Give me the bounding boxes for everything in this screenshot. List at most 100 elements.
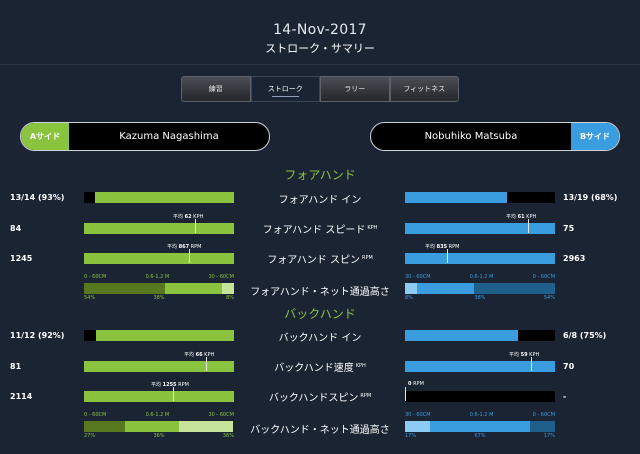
- forehand-speed-b-value: 75: [563, 224, 575, 233]
- net-height-segment: [430, 421, 530, 432]
- tab-rally[interactable]: ラリー: [320, 76, 390, 102]
- forehand-spin-label: フォアハンド スピン RPM: [267, 254, 373, 266]
- tab-practice[interactable]: 練習: [181, 76, 251, 102]
- header-divider: [0, 64, 640, 65]
- tab-fitness[interactable]: フィットネス: [389, 76, 459, 102]
- backhand-speed-a-value: 81: [10, 362, 22, 371]
- forehand-spin-a-avg-label: 平均 867 RPM: [167, 244, 202, 250]
- backhand-speed-b-avg-marker: [531, 357, 532, 371]
- backhand-spin-label: バックハンドスピン RPM: [268, 392, 372, 404]
- forehand-speed-b-avg-marker: [528, 219, 529, 233]
- backhand-spin-a-bar: [84, 391, 234, 402]
- backhand-in-b-fill: [405, 330, 518, 341]
- forehand-speed-label: フォアハンド スピード KPH: [262, 224, 378, 236]
- forehand-in-b-fill: [405, 192, 507, 203]
- forehand-spin-a-bar: [84, 253, 234, 264]
- backhand-in-label: バックハンド イン: [278, 333, 362, 344]
- backhand-speed-a-avg-marker: [206, 357, 207, 371]
- tab-bar: 練習 ストローク ラリー フィットネス: [181, 76, 459, 102]
- backhand-spin-b-avg-marker: [405, 387, 406, 401]
- backhand-speed-b-avg-label: 平均 59 KPH: [509, 352, 540, 358]
- forehand-speed-a-bar: [84, 223, 234, 234]
- backhand-speed-b-value: 70: [563, 362, 575, 371]
- forehand-net-label: フォアハンド・ネット通過高さ: [250, 287, 390, 298]
- backhand-spin-a-avg-marker: [173, 387, 174, 401]
- net-height-segment: [84, 283, 165, 294]
- forehand-speed-b-bar: [405, 223, 555, 234]
- net-height-segment: [529, 421, 555, 432]
- forehand-spin-a-avg-marker: [189, 249, 190, 263]
- net-height-percent: 54%: [543, 295, 555, 301]
- net-height-percent: 38%: [153, 295, 165, 301]
- backhand-speed-a-avg-label: 平均 66 KPH: [184, 352, 215, 358]
- net-height-percent: 36%: [222, 433, 234, 439]
- net-height-percent: 67%: [474, 433, 486, 439]
- net-height-percent: 8%: [405, 295, 413, 301]
- net-height-percent: 17%: [405, 433, 417, 439]
- backhand-in-b-value: 6/8 (75%): [563, 331, 607, 340]
- forehand-in-b-value: 13/19 (68%): [563, 193, 618, 202]
- forehand-net-a-bar: [84, 283, 234, 294]
- forehand-speed-a-avg-marker: [195, 219, 196, 233]
- net-height-segment: [474, 283, 555, 294]
- net-height-percent: 8%: [226, 295, 234, 301]
- backhand-net-label: バックハンド・ネット通過高さ: [250, 425, 390, 436]
- net-height-percent: 54%: [84, 295, 96, 301]
- side-a-tag: Aサイド: [21, 123, 69, 150]
- backhand-in-a-bar: [84, 330, 234, 341]
- net-height-segment: [165, 283, 222, 294]
- forehand-speed-b-avg-label: 平均 61 KPH: [506, 214, 537, 220]
- forehand-in-a-bar: [84, 192, 234, 203]
- net-height-percent: 38%: [474, 295, 486, 301]
- backhand-speed-label: バックハンド速度 KPH: [274, 362, 366, 374]
- forehand-in-label: フォアハンド イン: [278, 195, 362, 206]
- forehand-spin-b-value: 2963: [563, 254, 586, 263]
- forehand-spin-a-value: 1245: [10, 254, 33, 263]
- backhand-speed-a-bar: [84, 361, 234, 372]
- forehand-in-a-fill: [94, 192, 234, 203]
- forehand-spin-b-bar: [405, 253, 555, 264]
- net-height-segment: [417, 283, 474, 294]
- forehand-spin-b-avg-marker: [447, 249, 448, 263]
- backhand-spin-b-avg-label: 0 RPM: [408, 381, 424, 387]
- forehand-speed-a-value: 84: [10, 224, 22, 233]
- backhand-in-a-value: 11/12 (92%): [10, 331, 65, 340]
- player-a-card: Aサイド Kazuma Nagashima: [20, 122, 270, 151]
- backhand-in-a-fill: [96, 330, 234, 341]
- net-height-segment: [405, 421, 431, 432]
- forehand-in-a-value: 13/14 (93%): [10, 193, 65, 202]
- forehand-speed-a-avg-label: 平均 62 KPH: [173, 214, 204, 220]
- net-height-segment: [222, 283, 234, 294]
- forehand-net-b-bar: [405, 283, 555, 294]
- net-height-segment: [124, 421, 179, 432]
- backhand-speed-b-bar: [405, 361, 555, 372]
- backhand-spin-b-bar: [405, 391, 555, 402]
- net-height-segment: [405, 283, 417, 294]
- backhand-section-title: バックハンド: [284, 307, 356, 321]
- session-date: 14-Nov-2017: [273, 22, 367, 38]
- player-b-name: Nobuhiko Matsuba: [424, 131, 518, 142]
- backhand-net-a-ranges: 0 - 60CM 0.6-1.2 M 30 - 60CM: [84, 412, 234, 418]
- player-b-card: Nobuhiko Matsuba Bサイド: [370, 122, 620, 151]
- net-height-percent: 27%: [84, 433, 96, 439]
- forehand-section-title: フォアハンド: [284, 168, 356, 182]
- forehand-in-b-bar: [405, 192, 555, 203]
- tab-stroke[interactable]: ストローク: [250, 76, 320, 102]
- side-b-tag: Bサイド: [571, 123, 619, 150]
- backhand-spin-a-value: 2114: [10, 392, 33, 401]
- backhand-spin-a-avg-label: 平均 1255 RPM: [151, 382, 189, 388]
- backhand-spin-b-value: -: [563, 392, 567, 401]
- player-a-name: Kazuma Nagashima: [119, 131, 219, 142]
- net-height-percent: 17%: [543, 433, 555, 439]
- page-title: ストローク・サマリー: [265, 42, 375, 55]
- header: 14-Nov-2017 ストローク・サマリー: [0, 0, 640, 64]
- forehand-spin-b-avg-label: 平均 835 RPM: [425, 244, 460, 250]
- backhand-in-b-bar: [405, 330, 555, 341]
- net-height-segment: [84, 421, 125, 432]
- backhand-net-a-bar: [84, 421, 234, 432]
- net-height-percent: 36%: [153, 433, 165, 439]
- forehand-net-a-ranges: 0 - 60CM 0.6-1.2 M 30 - 60CM: [84, 274, 234, 280]
- net-height-segment: [178, 421, 233, 432]
